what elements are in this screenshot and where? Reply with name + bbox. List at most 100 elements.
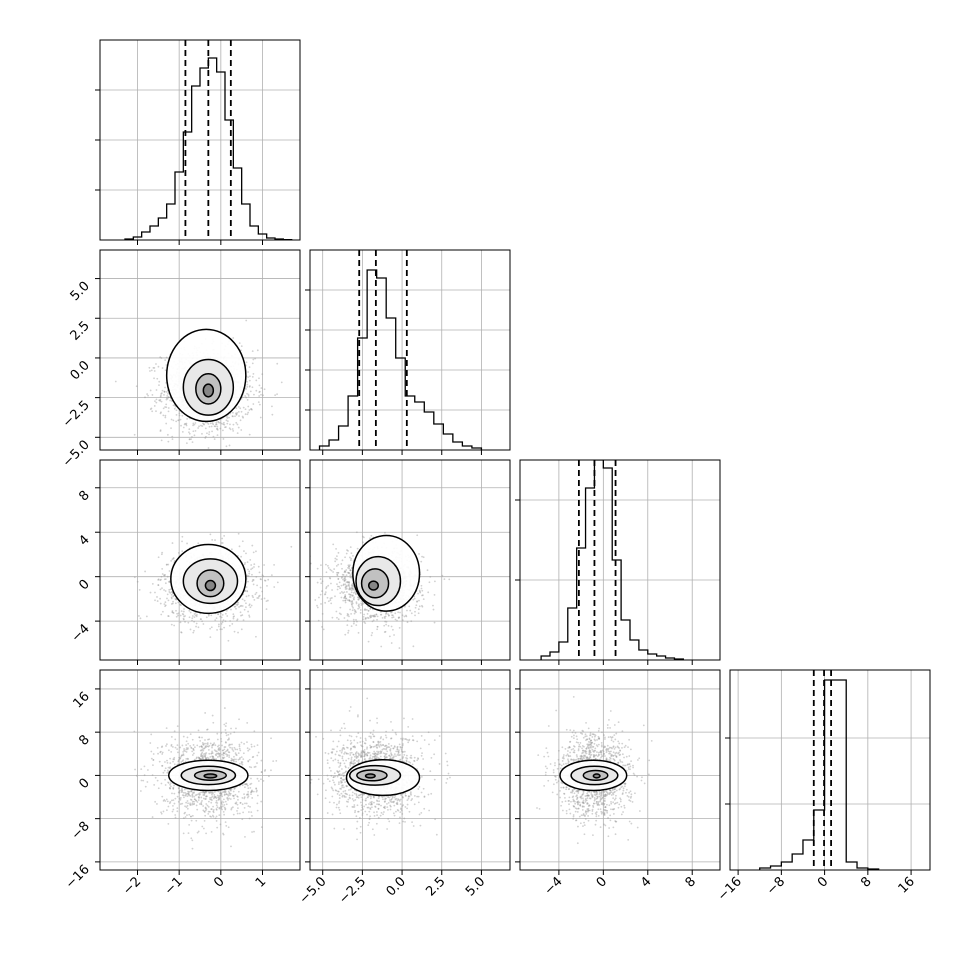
scatter-point [192,792,195,794]
scatter-point [249,375,251,378]
scatter-point [228,751,231,754]
scatter-point [164,369,167,372]
scatter-point [344,595,347,598]
scatter-point [167,822,170,825]
scatter-point [258,395,261,397]
scatter-point [205,746,207,749]
scatter-point [248,615,251,618]
scatter-point [253,745,256,748]
y-tick-label: −4 [69,621,93,645]
scatter-point [192,430,195,433]
scatter-point [337,571,340,574]
scatter-point [170,427,172,430]
scatter-point [347,571,350,574]
scatter-point [212,815,215,818]
scatter-point [232,790,235,793]
scatter-point [257,401,260,404]
scatter-point [232,616,235,618]
scatter-point [190,438,192,440]
scatter-point [252,358,255,361]
y-tick-label: −5.0 [60,438,93,471]
scatter-point [230,548,233,551]
scatter-point [255,787,258,790]
scatter-point [351,609,354,612]
scatter-point [210,830,213,833]
scatter-point [173,756,176,759]
scatter-point [363,613,366,616]
scatter-point [195,613,198,616]
scatter-point [215,423,217,426]
scatter-point [246,590,248,592]
scatter-point [246,386,249,388]
scatter-point [167,396,170,399]
scatter-point [421,594,423,597]
scatter-point [276,393,278,396]
scatter-point [232,337,235,339]
scatter-point [172,804,174,807]
scatter-point [350,594,353,597]
contour-line [182,358,235,416]
scatter-point [385,623,388,626]
scatter-point [325,587,327,590]
scatter-point [353,620,355,623]
scatter-point [344,594,347,596]
scatter-point [138,615,140,617]
scatter-point [187,621,190,624]
scatter-point [215,421,218,424]
scatter-point [385,612,388,615]
scatter-point [237,798,239,801]
scatter-point [398,626,401,629]
scatter-point [177,601,180,604]
contour-line [204,579,217,592]
scatter-point [175,609,177,612]
scatter-point [352,597,355,600]
scatter-point [144,396,146,399]
scatter-point [337,571,339,574]
scatter-point [220,802,223,804]
scatter-point [251,386,254,389]
scatter-point [208,433,210,436]
scatter-point [349,569,352,572]
scatter-point [348,582,351,584]
scatter-point [181,744,184,747]
scatter-point [349,608,351,611]
scatter-point [166,393,169,395]
scatter-point [160,782,163,785]
scatter-point [225,445,228,448]
scatter-point [344,595,346,598]
scatter-point [193,434,196,437]
scatter-point [216,425,219,428]
scatter-point [342,592,345,594]
scatter-point [360,600,363,603]
scatter-point [350,586,353,589]
scatter-point [217,420,220,423]
scatter-point [362,541,364,544]
scatter-point [233,615,235,618]
scatter-point [240,555,243,558]
scatter-point [154,599,156,602]
scatter-point [345,584,348,587]
scatter-point [347,613,350,616]
scatter-point [357,598,360,601]
scatter-point [347,584,350,587]
scatter-point [234,787,236,790]
scatter-point [163,589,165,591]
scatter-point [339,592,342,595]
scatter-panel-1-0 [95,249,301,455]
scatter-point [188,428,191,431]
scatter-point [221,613,224,616]
scatter-point [336,573,339,576]
scatter-point [182,791,185,794]
scatter-point [248,765,251,768]
contour-line [202,383,215,398]
scatter-point [149,742,152,744]
scatter-point [388,635,391,638]
scatter-point [232,759,235,762]
scatter-point [217,613,220,615]
scatter-point [204,739,206,741]
scatter-point [226,738,229,741]
scatter-point [232,617,235,620]
scatter-point [363,609,366,611]
scatter-point [146,393,149,395]
scatter-point [403,615,406,618]
